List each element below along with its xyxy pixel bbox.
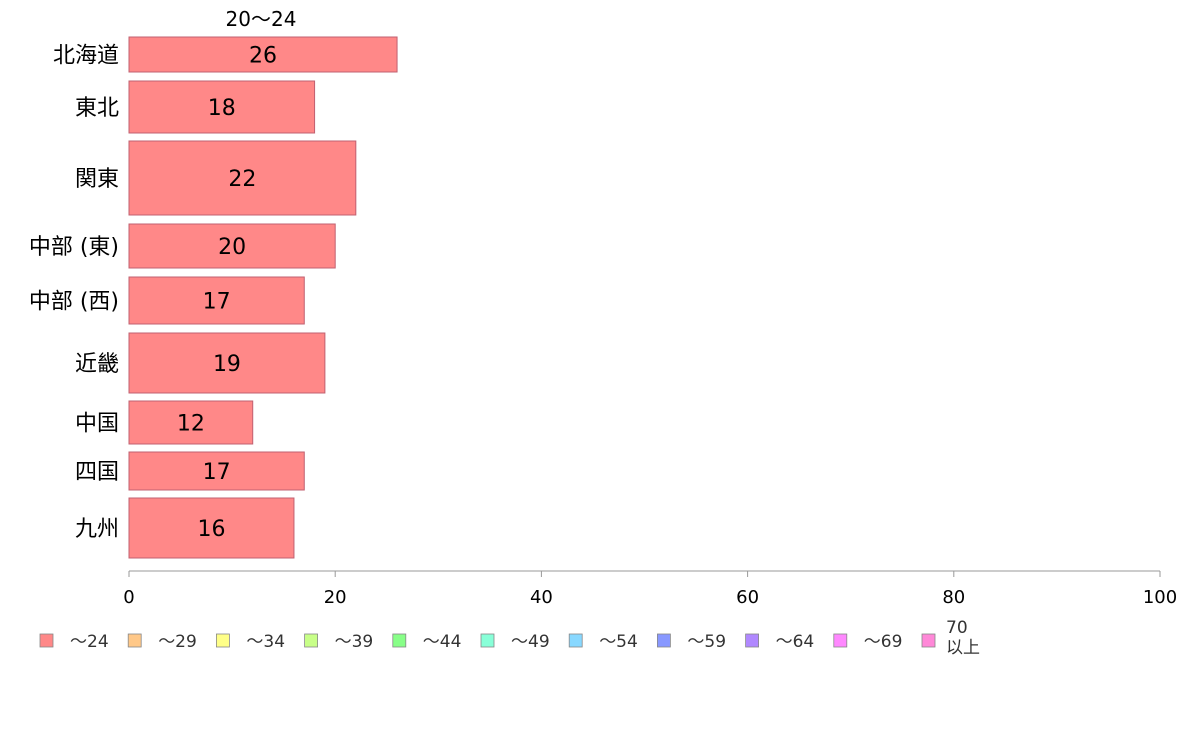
bar-value-label: 17 [203, 290, 231, 315]
legend-label: 〜39 [335, 632, 374, 652]
series-title: 20〜24 [226, 7, 297, 31]
legend-swatch [304, 633, 319, 648]
bar [128, 80, 316, 134]
legend-swatch [480, 633, 495, 648]
bar [128, 140, 357, 216]
legend-swatch [39, 633, 54, 648]
bar-value-label: 16 [197, 517, 225, 542]
bar-value-label: 19 [213, 352, 241, 377]
legend-label: 〜64 [776, 632, 815, 652]
legend-label: 〜34 [246, 632, 285, 652]
x-tick-label: 20 [324, 587, 347, 608]
bar-value-label: 12 [177, 412, 205, 437]
bar [128, 36, 398, 73]
bar-value-label: 18 [208, 96, 236, 121]
category-label: 九州 [75, 517, 119, 542]
category-label: 北海道 [53, 44, 119, 69]
legend-label: 〜69 [864, 632, 903, 652]
legend-swatch [127, 633, 142, 648]
category-label: 中国 [75, 412, 119, 437]
category-label: 四国 [75, 460, 119, 485]
legend: 〜24 〜29 〜34 〜39 〜44 〜49 〜54 〜59 〜64 〜69 70 以上 [39, 618, 980, 658]
x-tick-label: 80 [942, 587, 965, 608]
category-label: 中部 (東) [29, 235, 119, 260]
bar [128, 223, 336, 269]
legend-label: 〜59 [687, 632, 726, 652]
category-label: 近畿 [75, 352, 119, 377]
category-label: 中部 (西) [29, 290, 119, 315]
legend-swatch [568, 633, 583, 648]
bars-group: 20〜24 北海道 26 東北 18 関東 22 中部 (東) 20 中部 (西) 17 近畿 19 中国… [29, 7, 398, 559]
bar [128, 400, 254, 445]
category-label: 東北 [75, 96, 119, 121]
legend-swatch [921, 633, 936, 648]
bar-value-label: 20 [218, 235, 246, 260]
bar-value-label: 26 [249, 44, 277, 69]
legend-label: 〜44 [423, 632, 462, 652]
bar [128, 451, 305, 491]
bar [128, 332, 326, 394]
bar [128, 497, 295, 559]
x-tick-label: 0 [123, 587, 134, 608]
bar [128, 276, 305, 325]
bar-value-label: 17 [203, 460, 231, 485]
legend-label: 〜54 [599, 632, 638, 652]
legend-label: 〜49 [511, 632, 550, 652]
x-tick-label: 40 [530, 587, 553, 608]
legend-swatch [745, 633, 759, 648]
legend-swatch [833, 633, 848, 648]
legend-swatch [392, 633, 407, 648]
category-label: 関東 [75, 167, 119, 192]
legend-label: 〜29 [158, 632, 197, 652]
legend-swatch [215, 633, 230, 648]
x-tick-label: 100 [1143, 587, 1177, 608]
legend-swatch [657, 633, 671, 648]
legend-label: 70 以上 [946, 618, 980, 658]
x-axis: 0 20 40 60 80 100 [123, 570, 1177, 608]
x-tick-label: 60 [736, 587, 759, 608]
legend-label: 〜24 [70, 632, 109, 652]
bar-value-label: 22 [228, 167, 256, 192]
